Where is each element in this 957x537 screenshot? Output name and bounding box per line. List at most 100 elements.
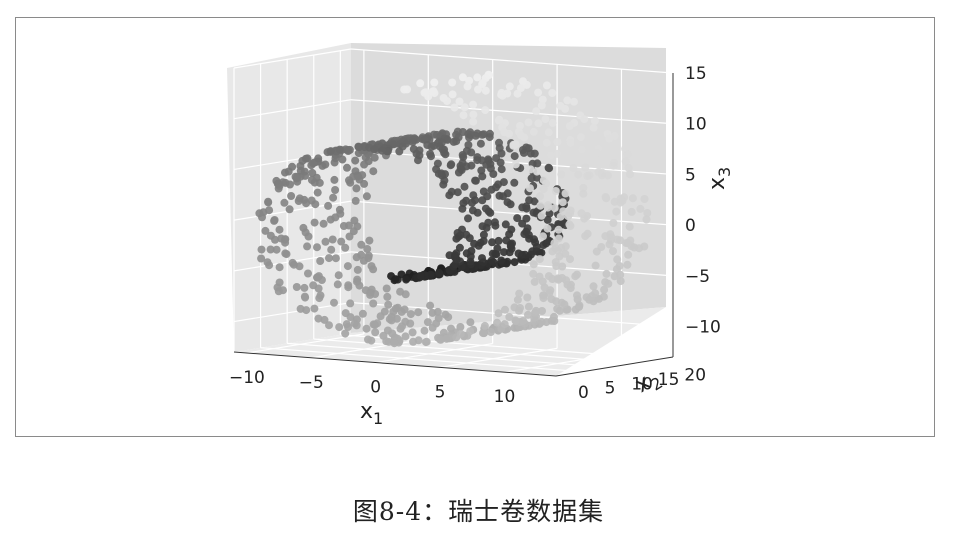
data-point (533, 167, 541, 176)
data-point (321, 237, 330, 246)
data-point (524, 118, 533, 127)
data-point (452, 249, 461, 258)
data-point (544, 272, 553, 281)
data-point (550, 239, 559, 248)
data-point (500, 320, 509, 329)
data-point (255, 209, 264, 218)
data-point (482, 160, 491, 169)
data-point (315, 294, 324, 303)
data-point (395, 147, 404, 156)
data-point (543, 224, 552, 233)
grid-line-x3-back (350, 200, 674, 226)
data-point (642, 215, 651, 224)
data-point (468, 206, 477, 215)
data-point (489, 170, 498, 178)
x2-axis-line (555, 356, 674, 377)
data-point (308, 168, 317, 177)
data-point (466, 318, 475, 327)
data-point (330, 175, 339, 184)
data-point (610, 197, 619, 206)
data-point (452, 234, 461, 243)
data-point (350, 216, 359, 225)
data-point (319, 219, 328, 228)
data-point (490, 218, 499, 227)
data-point (313, 243, 321, 252)
figure-frame: −10 −5 0 5 10 0 5 10 15 20 −10 −5 0 5 10 15 x1 x2 x3 (15, 17, 935, 437)
data-point (479, 329, 487, 338)
data-point (367, 336, 376, 345)
data-point (326, 147, 335, 156)
data-point (601, 278, 610, 287)
x1-tick-label: −10 (229, 368, 265, 388)
x1-tick-label: 5 (435, 382, 446, 402)
data-point (538, 95, 547, 104)
data-point (605, 134, 614, 143)
data-point (469, 110, 478, 119)
data-point (563, 96, 572, 105)
data-point (345, 176, 353, 185)
data-point (514, 249, 523, 258)
data-point (554, 225, 563, 234)
data-point (450, 103, 459, 112)
data-point (551, 258, 560, 267)
data-point (445, 191, 454, 200)
data-point (352, 321, 361, 330)
data-point (570, 97, 578, 106)
data-point (352, 253, 361, 262)
data-point (554, 220, 563, 228)
data-point (625, 222, 634, 231)
data-point (609, 161, 618, 170)
data-point (280, 198, 289, 207)
data-point (520, 230, 529, 239)
data-point (578, 145, 586, 154)
figure-caption: 图8-4：瑞士卷数据集 (352, 497, 605, 526)
data-point (382, 284, 391, 293)
data-point (339, 222, 348, 230)
data-point (478, 130, 487, 139)
data-point (511, 316, 520, 325)
data-point (494, 309, 503, 318)
data-point (300, 283, 309, 292)
data-point (544, 128, 553, 137)
x1-axis-line (233, 351, 557, 377)
data-point (487, 185, 496, 194)
data-point (556, 212, 565, 221)
data-point (408, 328, 417, 337)
data-point (390, 339, 399, 348)
data-point (526, 149, 535, 158)
data-point (505, 82, 514, 91)
data-point (301, 293, 310, 302)
data-point (426, 301, 435, 310)
data-point (459, 153, 468, 162)
data-point (548, 247, 557, 256)
data-point (406, 310, 415, 319)
data-point (566, 255, 574, 264)
data-point (455, 97, 464, 106)
data-point (396, 324, 405, 333)
data-point (299, 223, 308, 232)
data-point (553, 304, 562, 313)
data-point (446, 161, 455, 170)
data-point (349, 227, 358, 236)
data-point (331, 254, 340, 263)
data-point (510, 178, 519, 187)
data-point (334, 271, 343, 280)
x3-tick-label: 15 (685, 64, 707, 84)
data-point (448, 78, 457, 87)
data-point (287, 192, 296, 200)
data-point (344, 323, 352, 331)
data-point (581, 232, 590, 241)
data-point (453, 188, 462, 197)
data-point (481, 204, 490, 213)
data-point (505, 230, 514, 239)
data-point (329, 193, 338, 202)
data-point (473, 73, 482, 82)
data-point (471, 176, 480, 185)
data-point (314, 154, 323, 163)
data-point (564, 212, 573, 221)
data-point (337, 237, 346, 246)
data-point (503, 198, 512, 207)
data-point (579, 183, 588, 192)
data-point (537, 317, 546, 326)
data-point (592, 149, 601, 158)
